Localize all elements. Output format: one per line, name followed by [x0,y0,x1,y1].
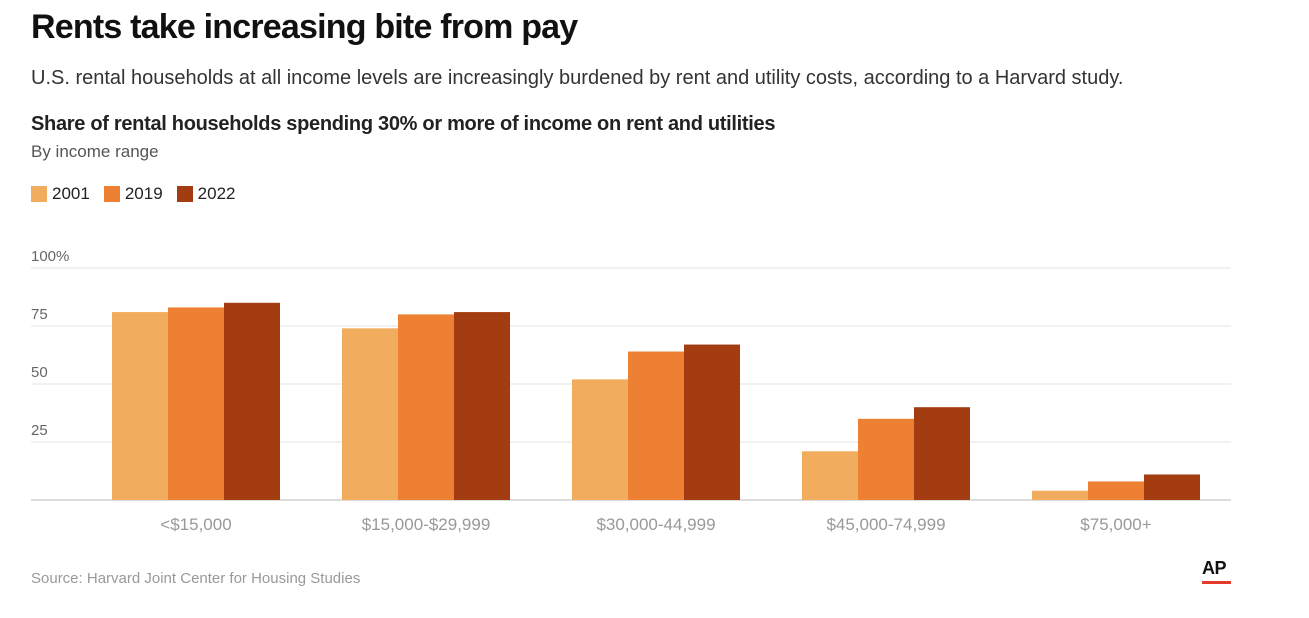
bar-2019 [398,314,454,500]
legend-swatch-2019 [103,186,120,202]
legend-swatch-2001 [31,186,47,202]
y-tick-label: 25 [31,422,48,439]
headline: Rents take increasing bite from pay [31,8,578,46]
bar-2019 [858,418,914,500]
ap-logo-text: AP [1202,558,1227,578]
y-tick-label: 50 [31,364,48,381]
bar-2022 [454,312,510,500]
bar-2022 [684,344,740,500]
legend-label-2001: 2001 [52,184,90,203]
legend-item-2001: 2001 [31,184,90,204]
chart-title: Share of rental households spending 30% … [31,113,776,135]
bar-2019 [168,307,224,500]
chart-subtitle: By income range [31,142,159,161]
x-category-label: $15,000-$29,999 [362,515,491,534]
dek: U.S. rental households at all income lev… [31,67,1124,89]
legend-label-2019: 2019 [124,184,163,203]
bar-2022 [224,302,280,500]
legend-item-2022: 2022 [176,184,236,204]
bar-2001 [572,379,628,500]
y-tick-label: 100% [31,248,69,265]
legend-swatch-2022 [176,186,193,202]
x-category-label: $30,000-44,999 [596,515,715,534]
bar-2001 [1032,490,1088,500]
legend-label-2022: 2022 [197,184,236,203]
x-category-label: <$15,000 [160,515,231,534]
bar-2019 [628,351,684,500]
x-category-label: $45,000-74,999 [826,515,945,534]
bar-2022 [914,407,970,500]
legend: 2001 2019 2022 [31,184,235,204]
bar-2001 [802,451,858,500]
ap-logo: AP [1202,558,1232,584]
ap-logo-underline [1202,581,1231,584]
bar-2001 [112,312,168,500]
bar-2001 [342,328,398,500]
x-category-label: $75,000+ [1080,515,1151,534]
bar-2019 [1088,481,1144,500]
bar-2022 [1144,474,1200,500]
legend-item-2019: 2019 [103,184,163,204]
source-note: Source: Harvard Joint Center for Housing… [31,570,361,587]
y-tick-label: 75 [31,306,48,323]
